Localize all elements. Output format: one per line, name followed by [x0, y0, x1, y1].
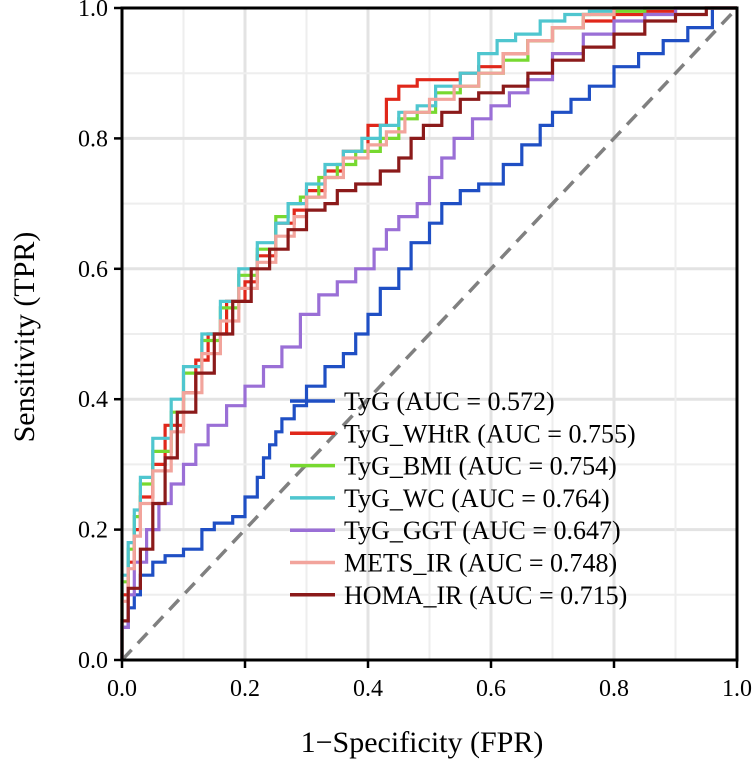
legend-label-mets-ir: METS_IR (AUC = 0.748) — [344, 549, 617, 578]
y-tick-label: 0.4 — [78, 387, 108, 413]
x-tick-label: 0.0 — [107, 676, 137, 702]
y-axis-title: Sensitivity (TPR) — [8, 232, 41, 443]
x-tick-label: 0.6 — [476, 676, 506, 702]
x-tick-label: 0.4 — [353, 676, 383, 702]
y-tick-label: 0.8 — [78, 126, 108, 152]
legend-label-tyg-bmi: TyG_BMI (AUC = 0.754) — [344, 452, 617, 481]
y-tick-label: 0.0 — [78, 648, 108, 674]
plot-frame — [120, 6, 739, 662]
legend-label-homa-ir: HOMA_IR (AUC = 0.715) — [344, 581, 627, 610]
y-tick-label: 0.6 — [78, 257, 108, 283]
reference-layer — [120, 6, 739, 662]
legend-label-tyg-ggt: TyG_GGT (AUC = 0.647) — [344, 516, 621, 545]
legend-label-tyg-wc: TyG_WC (AUC = 0.764) — [344, 484, 610, 513]
x-tick-label: 0.2 — [230, 676, 260, 702]
legend: TyG (AUC = 0.572) TyG_WHtR (AUC = 0.755) T… — [290, 387, 636, 610]
legend-label-tyg-whtr: TyG_WHtR (AUC = 0.755) — [344, 419, 636, 448]
x-tick-label: 0.8 — [599, 676, 629, 702]
series-line-homa-ir — [120, 6, 737, 660]
chance-diagonal-line — [120, 6, 739, 662]
x-tick-label: 1.0 — [722, 676, 752, 702]
axis-ticks: 0.0 0.2 0.4 0.6 0.8 1.0 0.0 0.2 0.4 0.6 0.8 1.0 — [78, 0, 752, 702]
series-line-tyg — [120, 6, 737, 660]
x-axis-title: 1−Specificity (FPR) — [301, 726, 544, 759]
series-line-tyg-wc — [120, 6, 737, 660]
series-line-mets-ir — [120, 6, 737, 660]
y-tick-label: 0.2 — [78, 518, 108, 544]
series-layer — [120, 6, 737, 660]
series-line-tyg-ggt — [120, 6, 737, 660]
y-tick-label: 1.0 — [78, 0, 108, 22]
legend-label-tyg: TyG (AUC = 0.572) — [344, 387, 555, 416]
